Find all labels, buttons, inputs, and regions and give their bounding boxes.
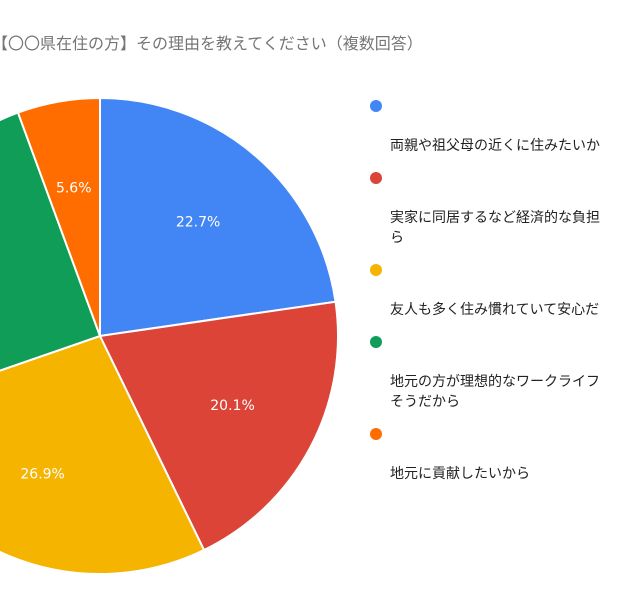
pie-slice-1 [98,300,339,552]
legend-item: 両親や祖父母の近くに住みたいか [370,96,640,156]
pie-slices [0,96,339,575]
legend-label: 実家に同居するなど経済的な負担 ら [390,210,600,246]
legend-item: 地元に貢献したいから [370,424,640,484]
pie-slice-3 [0,111,102,372]
pie-slice-4 [16,96,101,337]
legend-label: 両親や祖父母の近くに住みたいか [390,138,600,154]
slice-value-label: 26.9% [20,467,64,483]
legend-item: 実家に同居するなど経済的な負担 ら [370,168,640,248]
pie-slice-0 [99,96,337,338]
legend-label: 地元に貢献したいから [390,466,530,482]
slice-value-label: 20.1% [210,398,254,414]
chart-legend: 両親や祖父母の近くに住みたいか 実家に同居するなど経済的な負担 ら 友人も多く住… [370,96,640,496]
legend-label: 友人も多く住み慣れていて安心だ [390,302,600,318]
legend-color-dot [370,336,382,348]
slice-value-label: 22.7% [176,215,220,231]
legend-color-dot [370,264,382,276]
pie-labels: 22.7% 20.1% 26.9% 5.6% [20,180,254,482]
legend-color-dot [370,100,382,112]
legend-color-dot [370,428,382,440]
chart-title: 【〇〇県在住の方】その理由を教えてください（複数回答） [0,34,423,53]
slice-value-label: 5.6% [56,180,92,196]
legend-color-dot [370,172,382,184]
legend-item: 地元の方が理想的なワークライフ そうだから [370,332,640,412]
legend-label: 地元の方が理想的なワークライフ そうだから [390,374,600,410]
legend-item: 友人も多く住み慣れていて安心だ [370,260,640,320]
pie-slice-2 [0,334,206,575]
